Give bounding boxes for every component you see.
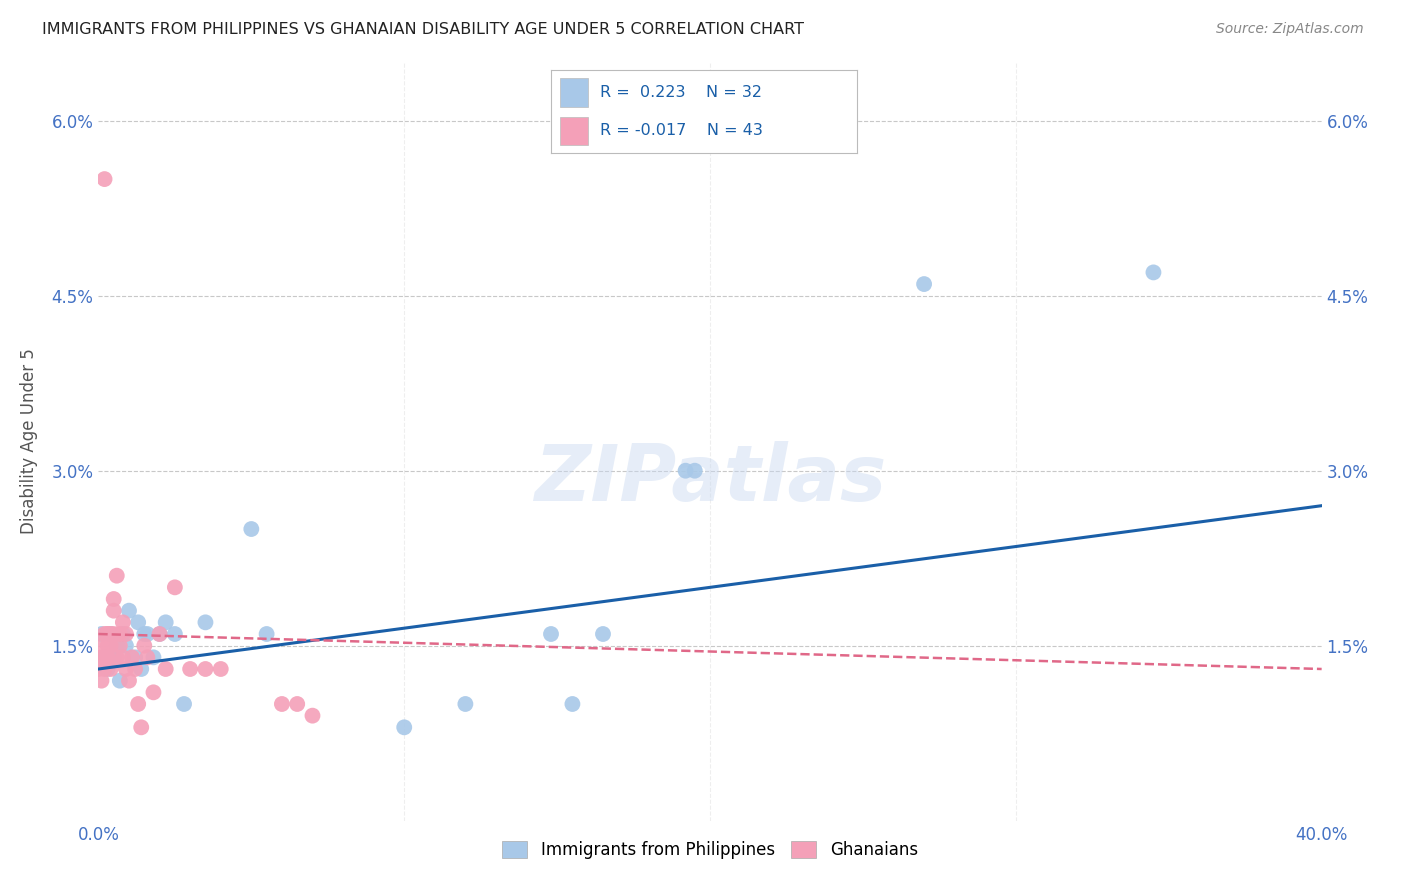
Point <box>540 627 562 641</box>
Point <box>194 615 217 630</box>
Point <box>93 650 115 665</box>
Point <box>163 580 186 594</box>
Point <box>90 639 112 653</box>
Point <box>912 277 935 291</box>
Point <box>111 627 134 641</box>
Point <box>129 720 152 734</box>
Point <box>103 650 125 665</box>
Point <box>97 627 120 641</box>
Point <box>163 627 186 641</box>
Point <box>155 662 177 676</box>
Point <box>100 627 122 641</box>
Point <box>105 639 128 653</box>
Point <box>149 627 172 641</box>
Point <box>127 697 149 711</box>
Point <box>136 627 159 641</box>
Point <box>105 650 128 665</box>
Point <box>134 627 156 641</box>
Point <box>90 673 112 688</box>
Point <box>136 650 159 665</box>
Legend: Immigrants from Philippines, Ghanaians: Immigrants from Philippines, Ghanaians <box>495 834 925 865</box>
Point <box>115 662 138 676</box>
Point <box>683 464 706 478</box>
Point <box>179 662 201 676</box>
Point <box>129 662 152 676</box>
Point <box>108 639 131 653</box>
Text: Source: ZipAtlas.com: Source: ZipAtlas.com <box>1216 22 1364 37</box>
Point <box>127 615 149 630</box>
Point <box>592 627 614 641</box>
Point <box>301 708 323 723</box>
Point <box>103 627 125 641</box>
Point <box>155 615 177 630</box>
Point <box>1142 265 1164 279</box>
Point <box>90 627 112 641</box>
Point <box>97 662 120 676</box>
Point <box>675 464 697 478</box>
Point <box>256 627 278 641</box>
Point <box>454 697 477 711</box>
Text: IMMIGRANTS FROM PHILIPPINES VS GHANAIAN DISABILITY AGE UNDER 5 CORRELATION CHART: IMMIGRANTS FROM PHILIPPINES VS GHANAIAN … <box>42 22 804 37</box>
Point <box>142 685 165 699</box>
Point <box>93 627 115 641</box>
Point <box>103 592 125 607</box>
Point <box>115 627 138 641</box>
Point <box>270 697 292 711</box>
Point <box>285 697 308 711</box>
Point <box>115 639 138 653</box>
Point <box>100 662 122 676</box>
Point <box>121 650 143 665</box>
Point <box>392 720 416 734</box>
Point <box>100 627 122 641</box>
Point <box>97 627 120 641</box>
Point <box>93 650 115 665</box>
Point <box>93 172 115 186</box>
Point <box>90 650 112 665</box>
Point <box>240 522 263 536</box>
Point <box>561 697 583 711</box>
Point <box>93 662 115 676</box>
Point <box>209 662 232 676</box>
Point <box>118 604 141 618</box>
Point <box>97 650 120 665</box>
Point <box>97 639 120 653</box>
Point <box>111 615 134 630</box>
Point <box>194 662 217 676</box>
Point <box>134 639 156 653</box>
Point <box>108 673 131 688</box>
Point <box>173 697 195 711</box>
Point <box>118 673 141 688</box>
Point <box>124 650 146 665</box>
Point <box>142 650 165 665</box>
Point <box>124 662 146 676</box>
Point <box>105 568 128 582</box>
Point <box>149 627 172 641</box>
Point <box>103 604 125 618</box>
Point <box>108 627 131 641</box>
Point <box>111 650 134 665</box>
Y-axis label: Disability Age Under 5: Disability Age Under 5 <box>20 349 38 534</box>
Text: ZIPatlas: ZIPatlas <box>534 442 886 517</box>
Point <box>100 639 122 653</box>
Point <box>87 662 110 676</box>
